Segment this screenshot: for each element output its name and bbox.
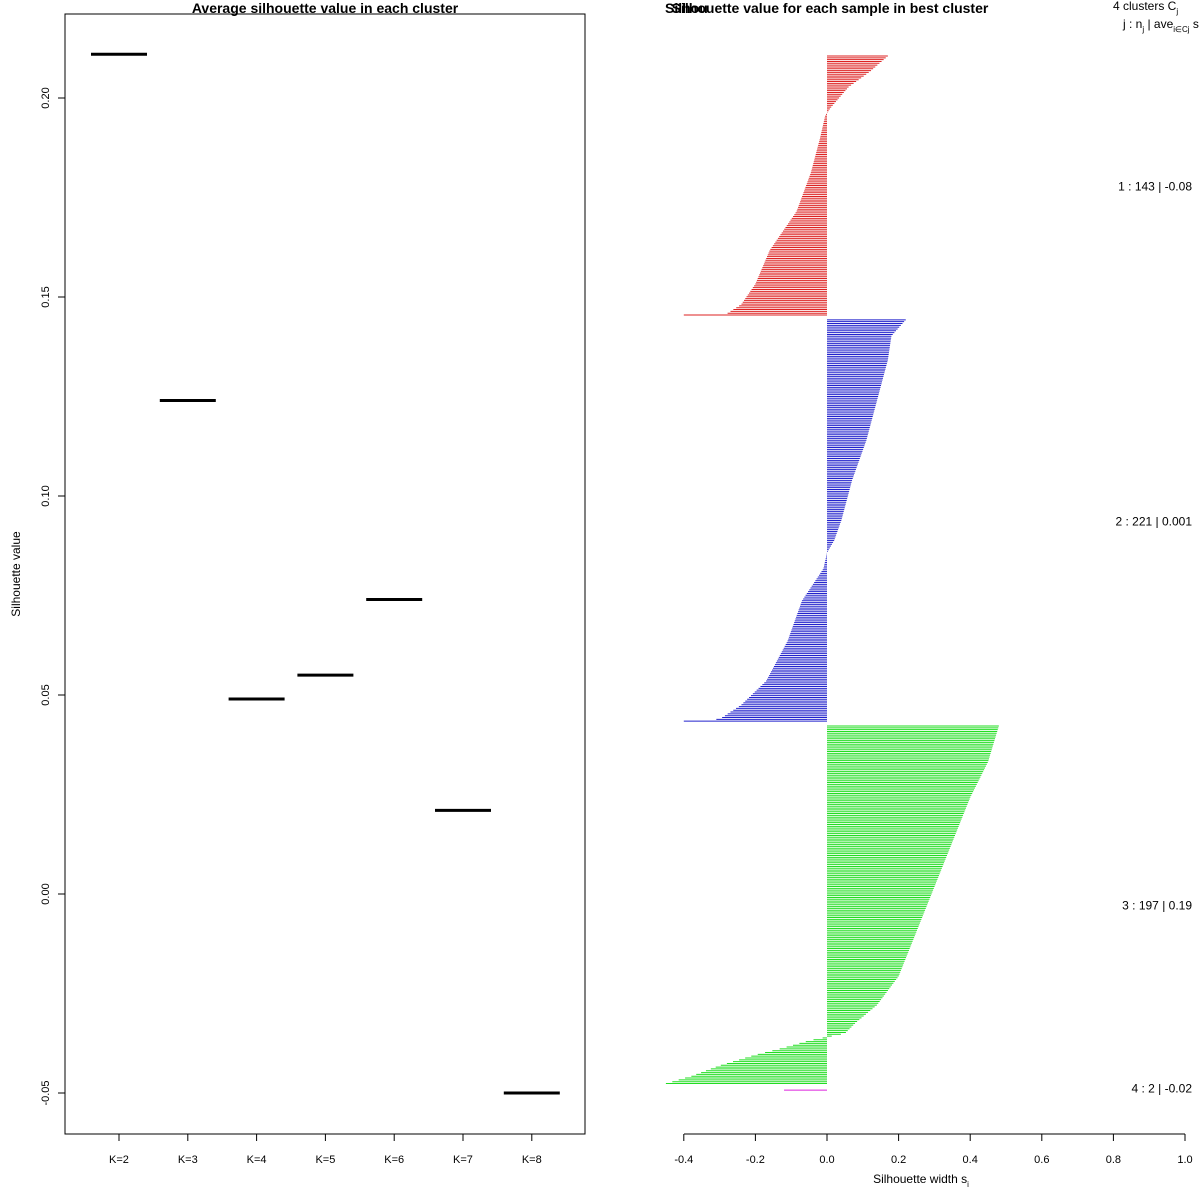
cluster-4-summary-label: 4 : 2 | -0.02 xyxy=(1132,1081,1193,1095)
right-x-tick-label: -0.4 xyxy=(674,1154,693,1166)
left-x-tick-label: K=4 xyxy=(247,1154,267,1166)
right-title-overlap-text: Silhou xyxy=(665,0,708,16)
left-y-tick-label: 0.05 xyxy=(40,684,52,705)
legend-header-line2: j : nj | avei∈Cj s xyxy=(1122,17,1199,34)
cluster-2-summary-label: 2 : 221 | 0.001 xyxy=(1115,514,1192,528)
left-x-ticks: K=2 K=3 K=4 K=5 K=6 K=7 K=8 xyxy=(109,1134,542,1166)
left-x-tick-label: K=6 xyxy=(384,1154,404,1166)
right-chart-title: Silhouette value for each sample in best… xyxy=(672,0,989,16)
left-y-tick-label: 0.20 xyxy=(40,87,52,108)
right-x-tick-label: 0.4 xyxy=(963,1154,978,1166)
right-cluster-labels: 1 : 143 | -0.08 2 : 221 | 0.001 3 : 197 | … xyxy=(1115,179,1192,1095)
cluster-3-summary-label: 3 : 197 | 0.19 xyxy=(1122,899,1192,913)
right-x-tick-label: 0.6 xyxy=(1034,1154,1049,1166)
right-x-tick-label: 0.0 xyxy=(819,1154,834,1166)
left-y-tick-label: 0.10 xyxy=(40,485,52,506)
legend-header-line1: 4 clusters Cj xyxy=(1113,0,1178,16)
right-x-tick-label: -0.2 xyxy=(746,1154,765,1166)
left-x-tick-label: K=7 xyxy=(453,1154,473,1166)
right-x-axis-label: Silhouette width si xyxy=(873,1172,969,1189)
left-y-tick-label: -0.05 xyxy=(40,1080,52,1105)
left-x-tick-label: K=2 xyxy=(109,1154,129,1166)
left-panel: Average silhouette value in each cluster… xyxy=(9,0,586,1166)
left-y-tick-label: 0.15 xyxy=(40,286,52,307)
left-y-tick-label: 0.00 xyxy=(40,883,52,904)
left-y-ticks: -0.05 0.00 0.05 0.10 0.15 0.20 xyxy=(40,87,65,1106)
left-chart-title: Average silhouette value in each cluster xyxy=(192,0,459,16)
right-x-tick-label: 1.0 xyxy=(1177,1154,1192,1166)
left-plot-frame xyxy=(64,13,586,1135)
right-panel: Silhou Silhouette value for each sample … xyxy=(665,0,1199,1189)
right-x-tick-label: 0.8 xyxy=(1106,1154,1121,1166)
right-x-tick-label: 0.2 xyxy=(891,1154,906,1166)
left-y-axis-label: Silhouette value xyxy=(9,531,23,617)
left-x-tick-label: K=5 xyxy=(315,1154,335,1166)
left-x-tick-label: K=8 xyxy=(522,1154,542,1166)
left-x-tick-label: K=3 xyxy=(178,1154,198,1166)
right-silhouette-bars xyxy=(665,55,999,1091)
right-x-ticks: -0.4 -0.2 0.0 0.2 0.4 0.6 0.8 1.0 xyxy=(674,1134,1193,1166)
left-data-marks xyxy=(91,52,560,1095)
cluster-1-summary-label: 1 : 143 | -0.08 xyxy=(1118,179,1192,193)
